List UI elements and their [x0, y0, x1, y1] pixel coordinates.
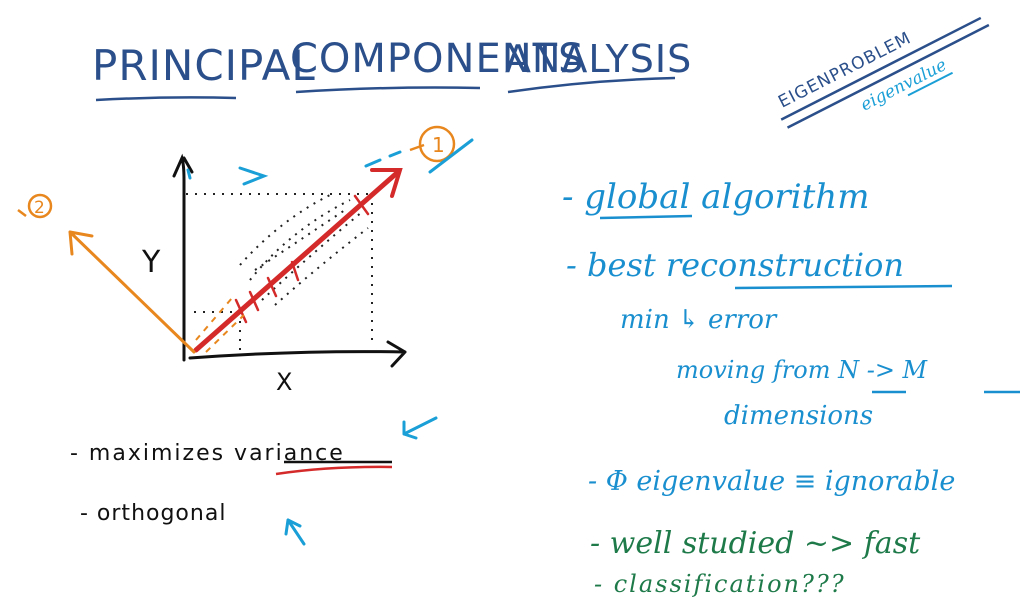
pc2-label: 2	[17, 193, 53, 219]
pc1-band	[195, 297, 245, 353]
left-notes: - maximizes variance - orthogonal	[70, 416, 438, 546]
variance-underline-red	[275, 465, 393, 476]
note-zero-eigenvalue-ignorable: - Φ eigenvalue ≡ ignorable	[588, 466, 955, 497]
reconstruction-underline	[734, 284, 953, 290]
title-word-components: COMPONENTS	[290, 36, 584, 82]
pc1-arrow	[193, 169, 401, 353]
pca-diagram: Y X 2 1	[17, 125, 474, 396]
pc2-label-number: 2	[34, 198, 45, 218]
x-axis-label: X	[276, 368, 292, 396]
note-well-studied-fast: - well studied ~> fast	[590, 526, 921, 561]
right-notes: - global algorithm - best reconstruction…	[562, 177, 1020, 598]
left-note-orthogonal: - orthogonal	[80, 501, 226, 526]
note-best-reconstruction: - best reconstruction	[566, 246, 904, 284]
corner-note-eigenvalue-underline	[907, 71, 954, 97]
y-axis	[172, 153, 194, 362]
corner-note-underline-1	[780, 16, 982, 121]
title-underline-3	[507, 76, 676, 94]
note-classification: - classification???	[594, 570, 846, 598]
guide-lines	[186, 193, 373, 355]
corner-note: EIGENPROBLEM eigenvalue	[775, 16, 990, 129]
pc1-label: 1	[409, 125, 456, 163]
pc1-arrow-head	[370, 168, 403, 198]
note-dimensions: dimensions	[724, 401, 873, 431]
title-underline-1	[95, 96, 237, 102]
title-word-analysis: ANALYSIS	[505, 37, 692, 81]
x-axis	[188, 340, 407, 368]
pc1-label-number: 1	[432, 133, 445, 157]
title-underline-2	[295, 86, 481, 94]
point-cloud	[239, 194, 369, 306]
note-min-error: min ↳ error	[620, 305, 778, 335]
orthogonal-pointer-icon	[284, 518, 306, 546]
global-underline	[599, 214, 693, 220]
pc2-arrow	[68, 230, 196, 354]
blue-annotations	[186, 138, 474, 186]
note-global-algorithm: - global algorithm	[562, 177, 869, 217]
title-word-principal: PRINCIPAL	[92, 41, 316, 90]
pc1-projection-ticks	[234, 194, 370, 324]
corner-note-underline-2	[786, 23, 990, 129]
title: PRINCIPAL COMPONENTS ANALYSIS	[92, 36, 692, 102]
variance-pointer-icon	[402, 416, 438, 440]
y-axis-label: Y	[141, 245, 161, 280]
note-moving-from-n-to-m: moving from N -> M	[676, 356, 929, 384]
